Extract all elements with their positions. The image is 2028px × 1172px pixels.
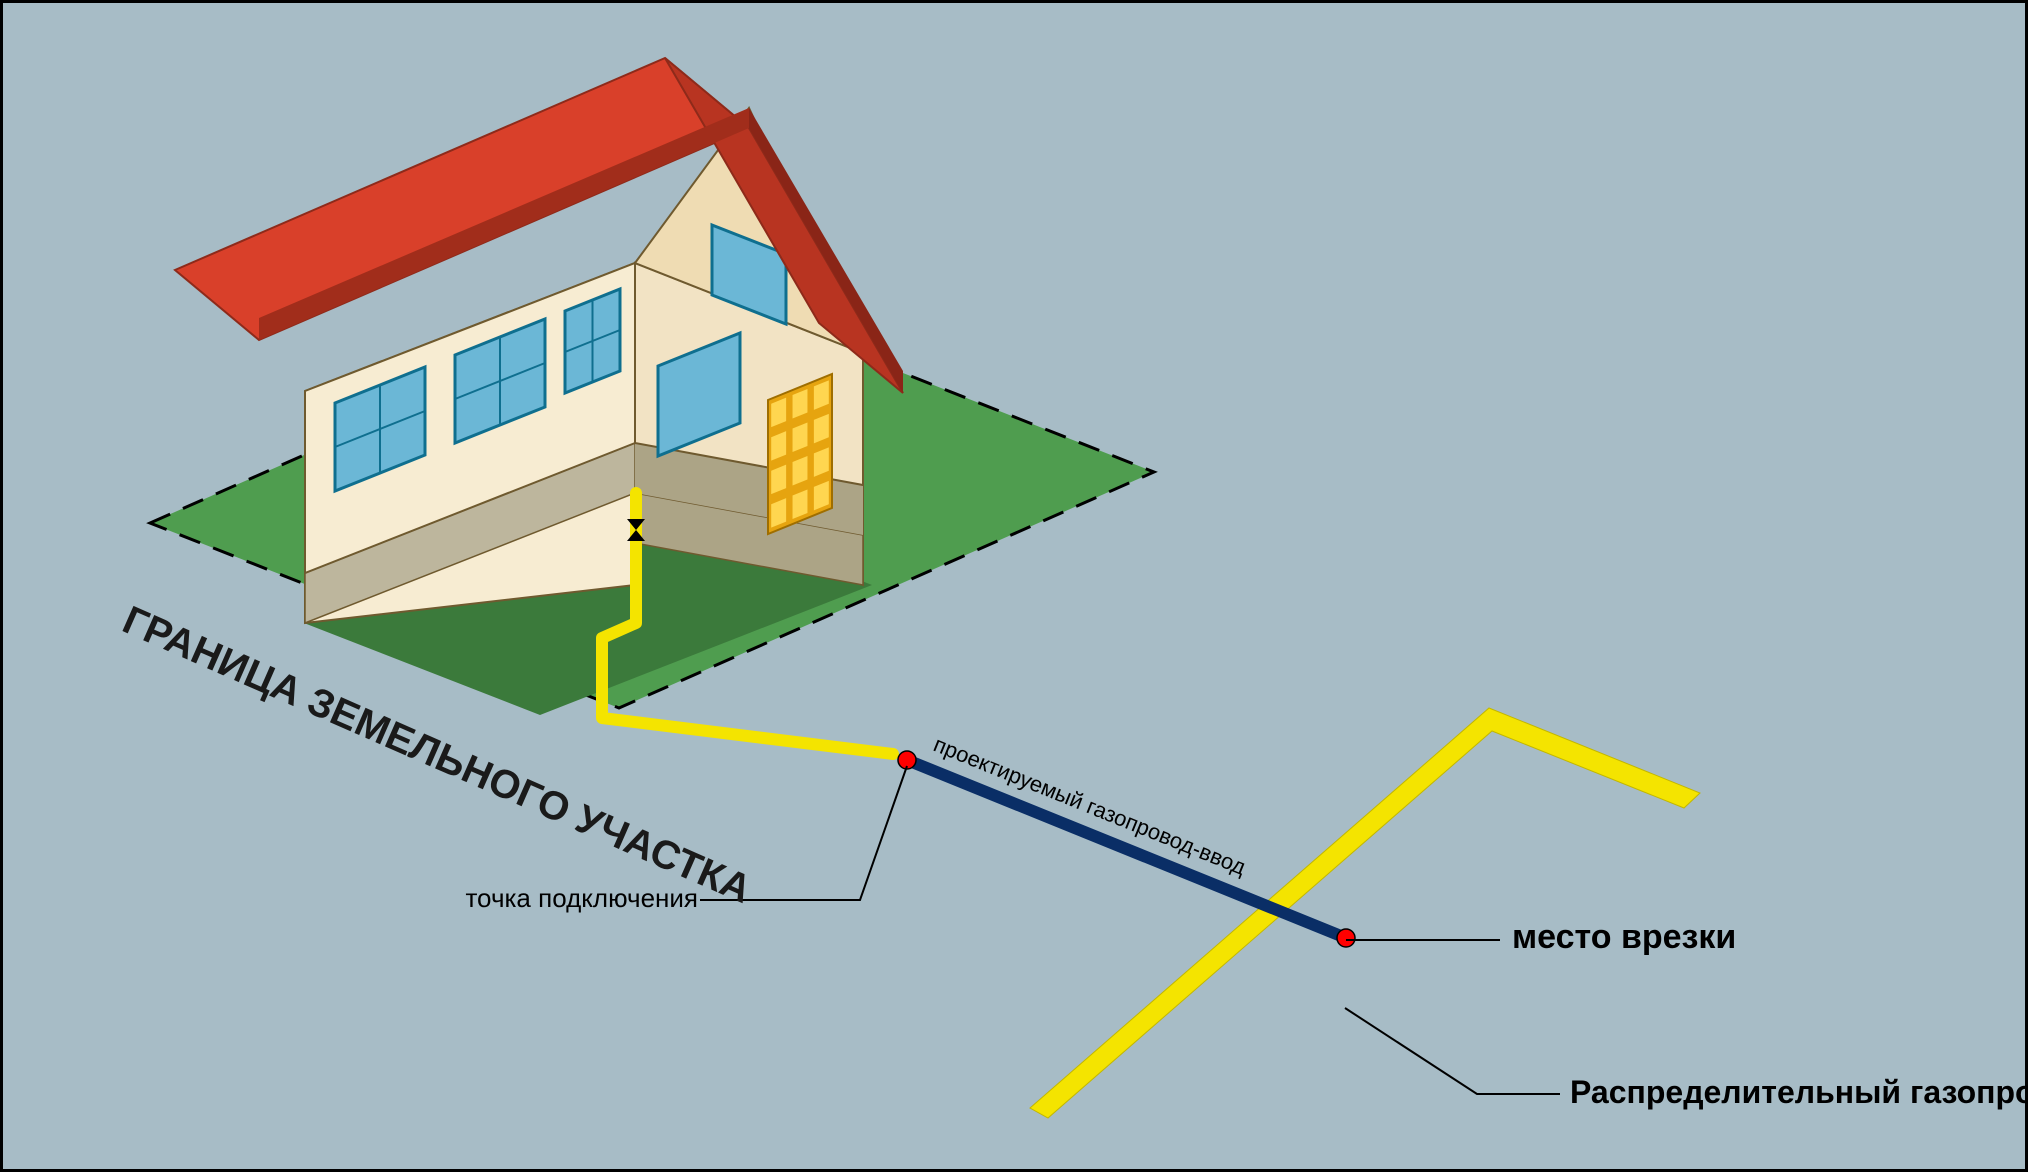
mainpipe: Распределительный газопровод [1570,1074,2028,1110]
tiein-point [1337,929,1355,947]
tiein: место врезки [1512,918,1736,956]
connect: точка подключения [465,883,698,913]
